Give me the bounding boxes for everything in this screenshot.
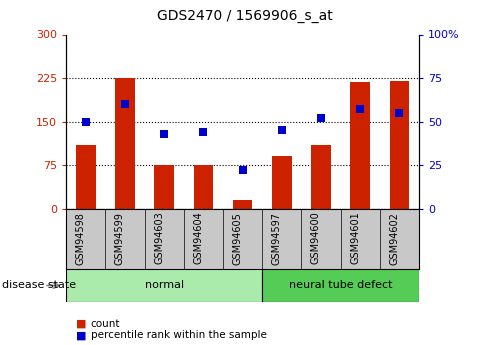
Point bbox=[356, 107, 364, 112]
Text: disease state: disease state bbox=[2, 280, 76, 290]
FancyBboxPatch shape bbox=[262, 269, 419, 302]
Point bbox=[317, 115, 325, 121]
Point bbox=[278, 128, 286, 133]
Bar bbox=[350, 82, 370, 209]
Text: GDS2470 / 1569906_s_at: GDS2470 / 1569906_s_at bbox=[157, 9, 333, 23]
Bar bbox=[115, 78, 135, 209]
Bar bbox=[390, 81, 409, 209]
Bar bbox=[272, 156, 292, 209]
Text: GSM94597: GSM94597 bbox=[272, 212, 282, 265]
Text: ■: ■ bbox=[76, 331, 86, 340]
Point bbox=[395, 110, 403, 116]
Text: GSM94603: GSM94603 bbox=[154, 212, 164, 265]
Text: normal: normal bbox=[145, 280, 184, 290]
Point bbox=[160, 131, 168, 137]
Point bbox=[82, 119, 90, 125]
Bar bbox=[233, 200, 252, 209]
Point bbox=[239, 168, 246, 173]
Point bbox=[199, 129, 207, 135]
Bar bbox=[76, 145, 96, 209]
Text: percentile rank within the sample: percentile rank within the sample bbox=[91, 331, 267, 340]
FancyBboxPatch shape bbox=[66, 269, 262, 302]
Text: ■: ■ bbox=[76, 319, 86, 328]
Bar bbox=[194, 165, 213, 209]
Text: neural tube defect: neural tube defect bbox=[289, 280, 392, 290]
Text: GSM94600: GSM94600 bbox=[311, 212, 321, 265]
Text: count: count bbox=[91, 319, 120, 328]
Text: GSM94601: GSM94601 bbox=[350, 212, 360, 265]
Text: GSM94604: GSM94604 bbox=[194, 212, 203, 265]
Point bbox=[121, 101, 129, 107]
Bar bbox=[311, 145, 331, 209]
Text: GSM94605: GSM94605 bbox=[233, 212, 243, 265]
Text: GSM94598: GSM94598 bbox=[76, 212, 86, 265]
Text: GSM94599: GSM94599 bbox=[115, 212, 125, 265]
Bar bbox=[154, 165, 174, 209]
Text: GSM94602: GSM94602 bbox=[390, 212, 399, 265]
